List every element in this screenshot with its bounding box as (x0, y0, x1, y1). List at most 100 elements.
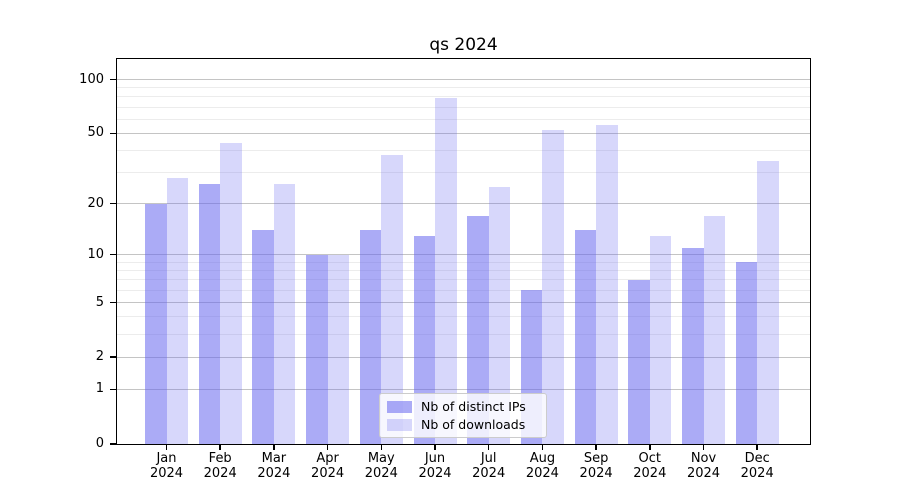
bar-distinct-ips-dec (735, 262, 758, 444)
x-tick-label-year: 2024 (740, 466, 774, 481)
legend-item: Nb of downloads (387, 417, 539, 432)
bar-distinct-ips-mar (252, 230, 274, 444)
gridline-major-5 (117, 302, 810, 303)
gridline-major-20 (117, 203, 810, 205)
gridline-minor-8 (117, 269, 810, 271)
x-tick-label-jul: Jul 2024 (457, 451, 521, 481)
bar-distinct-ips-jan (145, 203, 167, 444)
y-tick-label-0: 0 (95, 436, 104, 451)
x-tick-mark-mar (273, 445, 275, 450)
x-tick-label-month: Jan (156, 451, 177, 466)
y-tick-label-2: 2 (95, 349, 104, 365)
x-tick-mark-oct (649, 445, 651, 450)
y-tick-label-100: 100 (79, 71, 104, 87)
x-tick-label-month: May (367, 451, 395, 466)
y-tick-label-20: 20 (87, 195, 104, 211)
x-tick-label-year: 2024 (203, 466, 237, 481)
x-tick-label-month: Feb (208, 451, 232, 466)
x-tick-label-year: 2024 (633, 466, 667, 481)
bar-downloads-dec (757, 161, 779, 444)
bar-distinct-ips-may (359, 230, 382, 444)
legend-swatch-distinct-ips (387, 400, 412, 413)
gridline-major-10 (117, 254, 810, 256)
x-tick-label-dec: Dec 2024 (725, 451, 789, 481)
x-tick-label-month: Sep (583, 451, 609, 466)
gridline-major-2 (117, 356, 810, 358)
x-tick-label-nov: Nov 2024 (672, 451, 736, 481)
gridline-minor-90 (117, 87, 810, 89)
y-tick-mark-100 (110, 78, 116, 81)
bar-distinct-ips-apr (306, 254, 328, 444)
bar-downloads-aug (542, 130, 564, 444)
x-tick-mark-jun (434, 445, 436, 450)
bar-downloads-sep (596, 124, 618, 444)
y-tick-label-50: 50 (87, 125, 104, 141)
y-tick-mark-50 (110, 132, 116, 135)
x-tick-label-month: Jun (424, 451, 446, 466)
gridline-major-1 (117, 388, 810, 390)
x-tick-mark-nov (702, 445, 705, 450)
bar-downloads-jul (488, 186, 511, 444)
bar-distinct-ips-feb (198, 183, 221, 444)
x-tick-label-month: Jul (480, 451, 497, 466)
y-tick-mark-0 (110, 443, 116, 445)
gridline-minor-60 (117, 118, 810, 120)
y-tick-mark-1 (110, 388, 116, 390)
legend-label-distinct-ips: Nb of distinct IPs (421, 399, 526, 414)
x-tick-label-month: Apr (316, 451, 339, 466)
plot-area (116, 58, 811, 445)
x-tick-label-jun: Jun 2024 (403, 451, 467, 481)
x-tick-label-month: Mar (261, 451, 287, 466)
x-tick-label-month: Nov (690, 451, 717, 466)
bar-downloads-apr (327, 254, 350, 444)
legend-swatch-downloads (387, 418, 412, 431)
bar-downloads-oct (649, 235, 672, 444)
x-tick-label-year: 2024 (525, 466, 559, 481)
x-tick-mark-sep (595, 445, 597, 450)
x-tick-mark-aug (541, 445, 544, 450)
bar-downloads-may (381, 154, 403, 444)
gridline-minor-40 (117, 150, 810, 152)
y-tick-label-5: 5 (95, 294, 104, 310)
y-tick-mark-20 (110, 202, 116, 205)
x-tick-label-year: 2024 (311, 466, 345, 481)
x-tick-mark-jan (165, 445, 168, 450)
x-tick-label-year: 2024 (149, 466, 184, 481)
x-tick-label-year: 2024 (579, 466, 613, 481)
gridline-minor-30 (117, 172, 810, 174)
x-tick-label-oct: Oct 2024 (618, 451, 682, 481)
bar-distinct-ips-sep (574, 230, 597, 444)
y-tick-label-1: 1 (95, 381, 104, 397)
x-tick-label-may: May 2024 (349, 451, 413, 481)
legend: Nb of distinct IPs Nb of downloads (379, 393, 547, 438)
x-tick-mark-feb (219, 445, 221, 450)
x-tick-label-feb: Feb 2024 (188, 451, 252, 481)
gridline-minor-9 (117, 261, 810, 263)
bar-downloads-mar (273, 183, 296, 444)
x-tick-mark-apr (326, 445, 329, 450)
y-tick-mark-2 (110, 356, 116, 358)
bar-distinct-ips-jun (413, 235, 435, 444)
gridline-minor-7 (117, 279, 810, 281)
bar-downloads-nov (703, 215, 725, 444)
x-tick-label-month: Aug (529, 451, 556, 466)
legend-label-downloads: Nb of downloads (421, 417, 526, 432)
gridline-major-50 (117, 132, 810, 134)
gridline-minor-6 (117, 289, 810, 291)
x-tick-mark-may (380, 445, 383, 450)
legend-item: Nb of distinct IPs (387, 399, 539, 414)
x-tick-label-aug: Aug 2024 (510, 451, 574, 481)
x-tick-label-year: 2024 (472, 466, 506, 481)
x-tick-label-year: 2024 (364, 466, 398, 481)
gridline-minor-80 (117, 96, 810, 98)
bar-distinct-ips-oct (628, 279, 650, 444)
gridline-minor-4 (117, 316, 810, 318)
bar-distinct-ips-jul (467, 215, 489, 444)
y-tick-mark-5 (110, 301, 116, 304)
x-tick-label-year: 2024 (418, 466, 452, 481)
x-tick-label-year: 2024 (686, 466, 721, 481)
x-tick-mark-jul (487, 445, 490, 450)
bar-downloads-jun (435, 97, 457, 444)
bar-downloads-feb (220, 143, 242, 444)
